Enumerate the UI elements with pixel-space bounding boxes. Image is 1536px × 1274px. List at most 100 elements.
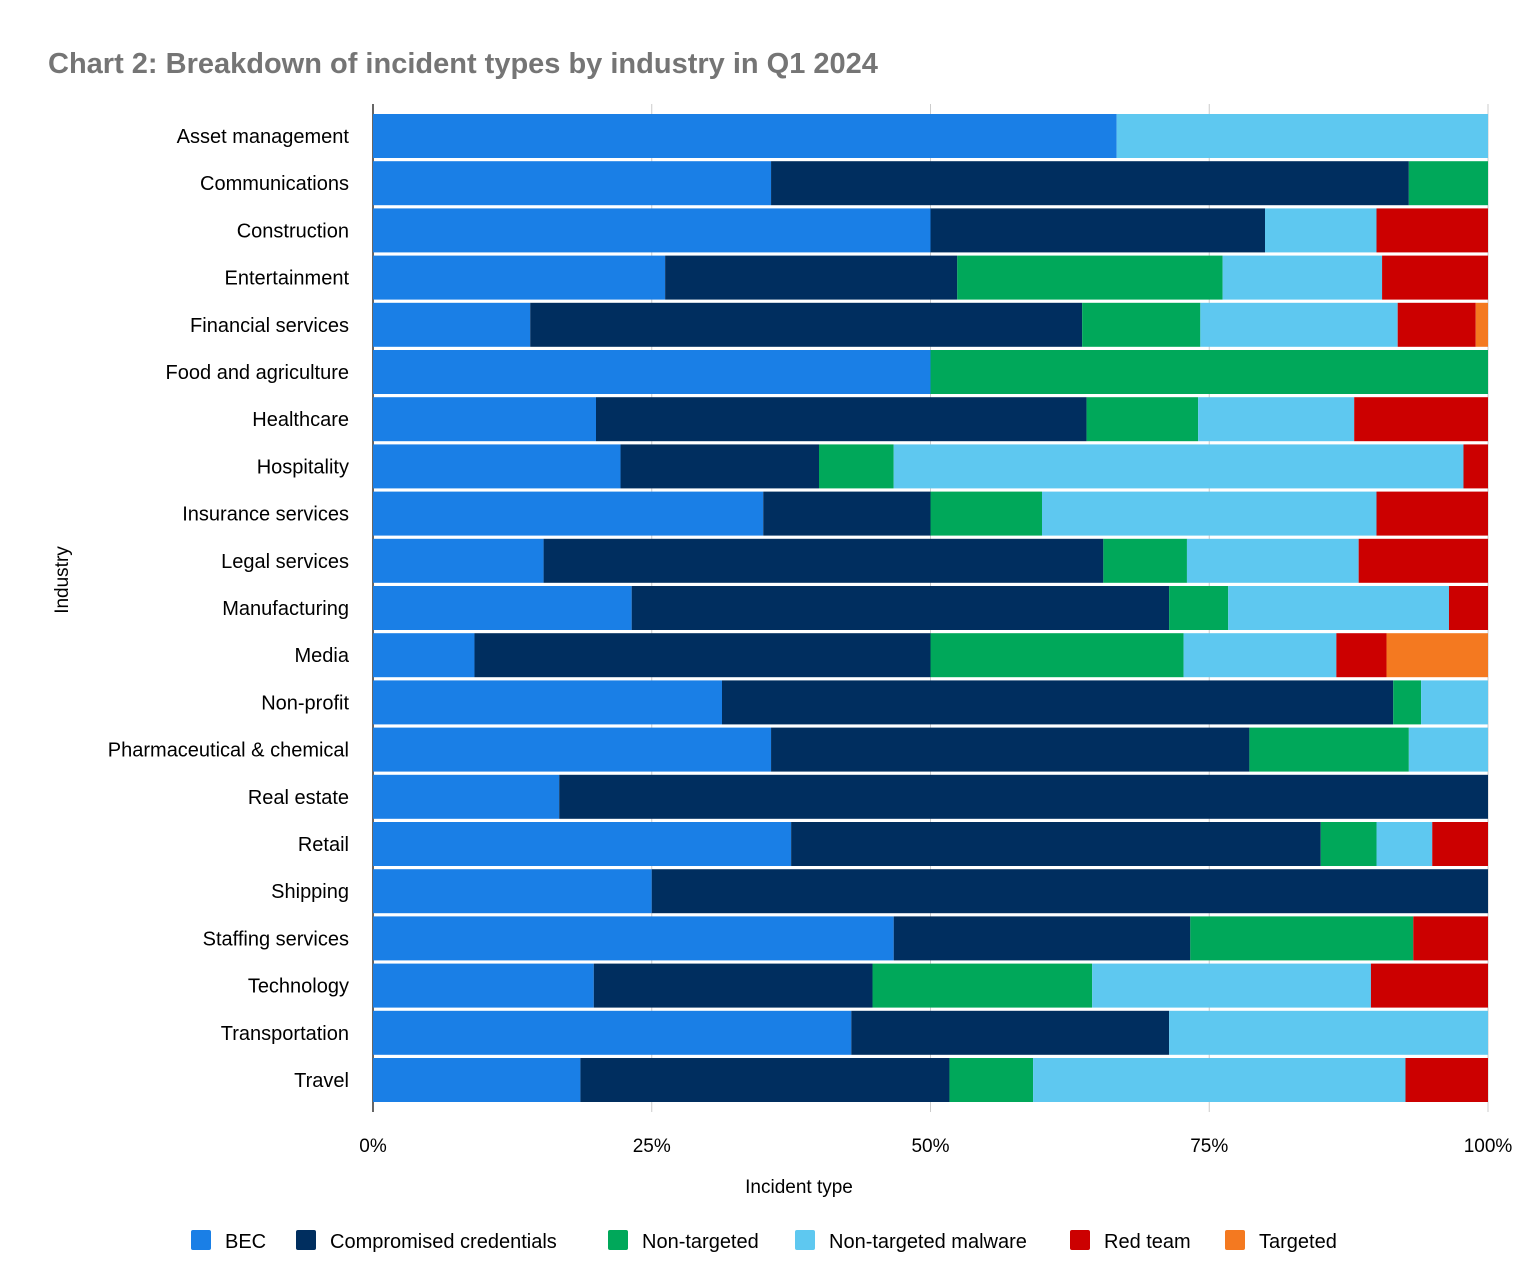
bar-segment — [651, 869, 1488, 914]
bar-segment — [1265, 208, 1377, 253]
bar-segment — [580, 1058, 950, 1102]
bar-segment — [665, 255, 958, 300]
bar-segment — [1092, 963, 1371, 1008]
bar-segment — [1033, 1058, 1406, 1102]
bar-segment — [893, 444, 1464, 489]
bar-segment — [930, 633, 1184, 678]
chart-title: Chart 2: Breakdown of incident types by … — [48, 48, 878, 80]
bar-segment — [373, 538, 544, 583]
bar-segment — [373, 255, 666, 300]
bar-segment — [1413, 916, 1488, 961]
bar-segment — [1463, 444, 1488, 489]
bar-segment — [1200, 302, 1398, 347]
bar-segment — [1358, 538, 1488, 583]
bar-segment — [1386, 633, 1488, 678]
bar-segment — [771, 727, 1250, 772]
category-label: Asset management — [177, 126, 350, 148]
legend-swatch — [608, 1230, 628, 1250]
category-label: Staffing services — [203, 928, 349, 950]
bar-segment — [1408, 161, 1488, 206]
bar-segment — [1082, 302, 1201, 347]
bar-segment — [819, 444, 894, 489]
bar-segment — [791, 822, 1321, 866]
x-tick-label: 75% — [1190, 1136, 1228, 1157]
category-label: Construction — [237, 220, 349, 242]
bar-segment — [1320, 822, 1377, 866]
bar-segment — [373, 822, 792, 866]
x-tick-label: 100% — [1464, 1136, 1513, 1157]
bar-segment — [930, 350, 1488, 394]
legend-label: BEC — [225, 1231, 266, 1253]
bar-segment — [474, 633, 931, 678]
category-label: Food and agriculture — [166, 362, 349, 384]
category-label: Pharmaceutical & chemical — [108, 740, 349, 762]
bar-segment — [1475, 302, 1488, 347]
category-label: Hospitality — [257, 456, 349, 478]
category-label: Financial services — [190, 315, 349, 337]
bar-segment — [1421, 680, 1488, 725]
bar-segment — [1405, 1058, 1488, 1102]
bar-segment — [373, 397, 596, 442]
bar-segment — [373, 963, 594, 1008]
bar-segment — [1370, 963, 1488, 1008]
bar-segment — [373, 208, 931, 253]
legend-swatch — [1225, 1230, 1245, 1250]
category-label: Non-profit — [261, 692, 349, 714]
bar-segment — [1376, 822, 1433, 866]
category-label: Manufacturing — [222, 598, 349, 620]
bar-segment — [893, 916, 1191, 961]
bar-segment — [593, 963, 873, 1008]
bar-segment — [1336, 633, 1387, 678]
category-label: Entertainment — [224, 268, 349, 290]
bar-segment — [1169, 586, 1229, 630]
bar-segment — [1432, 822, 1488, 866]
bar-segment — [1376, 491, 1488, 536]
bar-segment — [1393, 680, 1422, 725]
bar-segment — [1190, 916, 1414, 961]
bar-segment — [949, 1058, 1034, 1102]
category-label: Communications — [200, 173, 349, 195]
category-label: Travel — [294, 1070, 349, 1092]
bar-segment — [596, 397, 1087, 442]
bar-segment — [1042, 491, 1377, 536]
legend-label: Non-targeted — [642, 1231, 759, 1253]
legend-label: Red team — [1104, 1231, 1191, 1253]
category-label: Real estate — [248, 787, 349, 809]
category-label: Transportation — [221, 1023, 349, 1045]
bar-segment — [373, 491, 764, 536]
category-label: Media — [295, 645, 350, 667]
bar-segment — [373, 1010, 852, 1055]
x-tick-label: 0% — [359, 1136, 387, 1157]
bar-segment — [1169, 1010, 1488, 1055]
bar-segment — [1376, 208, 1488, 253]
bar-segment — [771, 161, 1409, 206]
bar-segment — [1186, 538, 1359, 583]
legend-swatch — [191, 1230, 211, 1250]
bar-segment — [1116, 114, 1488, 158]
bar-segment — [851, 1010, 1170, 1055]
bar-segment — [373, 350, 931, 394]
y-axis-label: Industry — [52, 546, 73, 614]
bar-segment — [1198, 397, 1355, 442]
bar-segment — [373, 869, 652, 914]
bar-segment — [373, 302, 531, 347]
bar-segment — [373, 680, 722, 725]
legend-label: Compromised credentials — [330, 1231, 557, 1253]
bar-segment — [373, 916, 894, 961]
bar-segment — [1382, 255, 1488, 300]
bar-segment — [373, 114, 1117, 158]
bar-segment — [620, 444, 819, 489]
bar-segment — [631, 586, 1170, 630]
bar-segment — [1086, 397, 1199, 442]
bar-segment — [373, 633, 475, 678]
bar-segment — [373, 727, 772, 772]
bar-segment — [930, 491, 1042, 536]
bar-segment — [1397, 302, 1476, 347]
category-label: Retail — [298, 834, 349, 856]
category-label: Healthcare — [252, 409, 349, 431]
legend-label: Non-targeted malware — [829, 1231, 1027, 1253]
x-tick-label: 50% — [911, 1136, 949, 1157]
bar-segment — [543, 538, 1104, 583]
